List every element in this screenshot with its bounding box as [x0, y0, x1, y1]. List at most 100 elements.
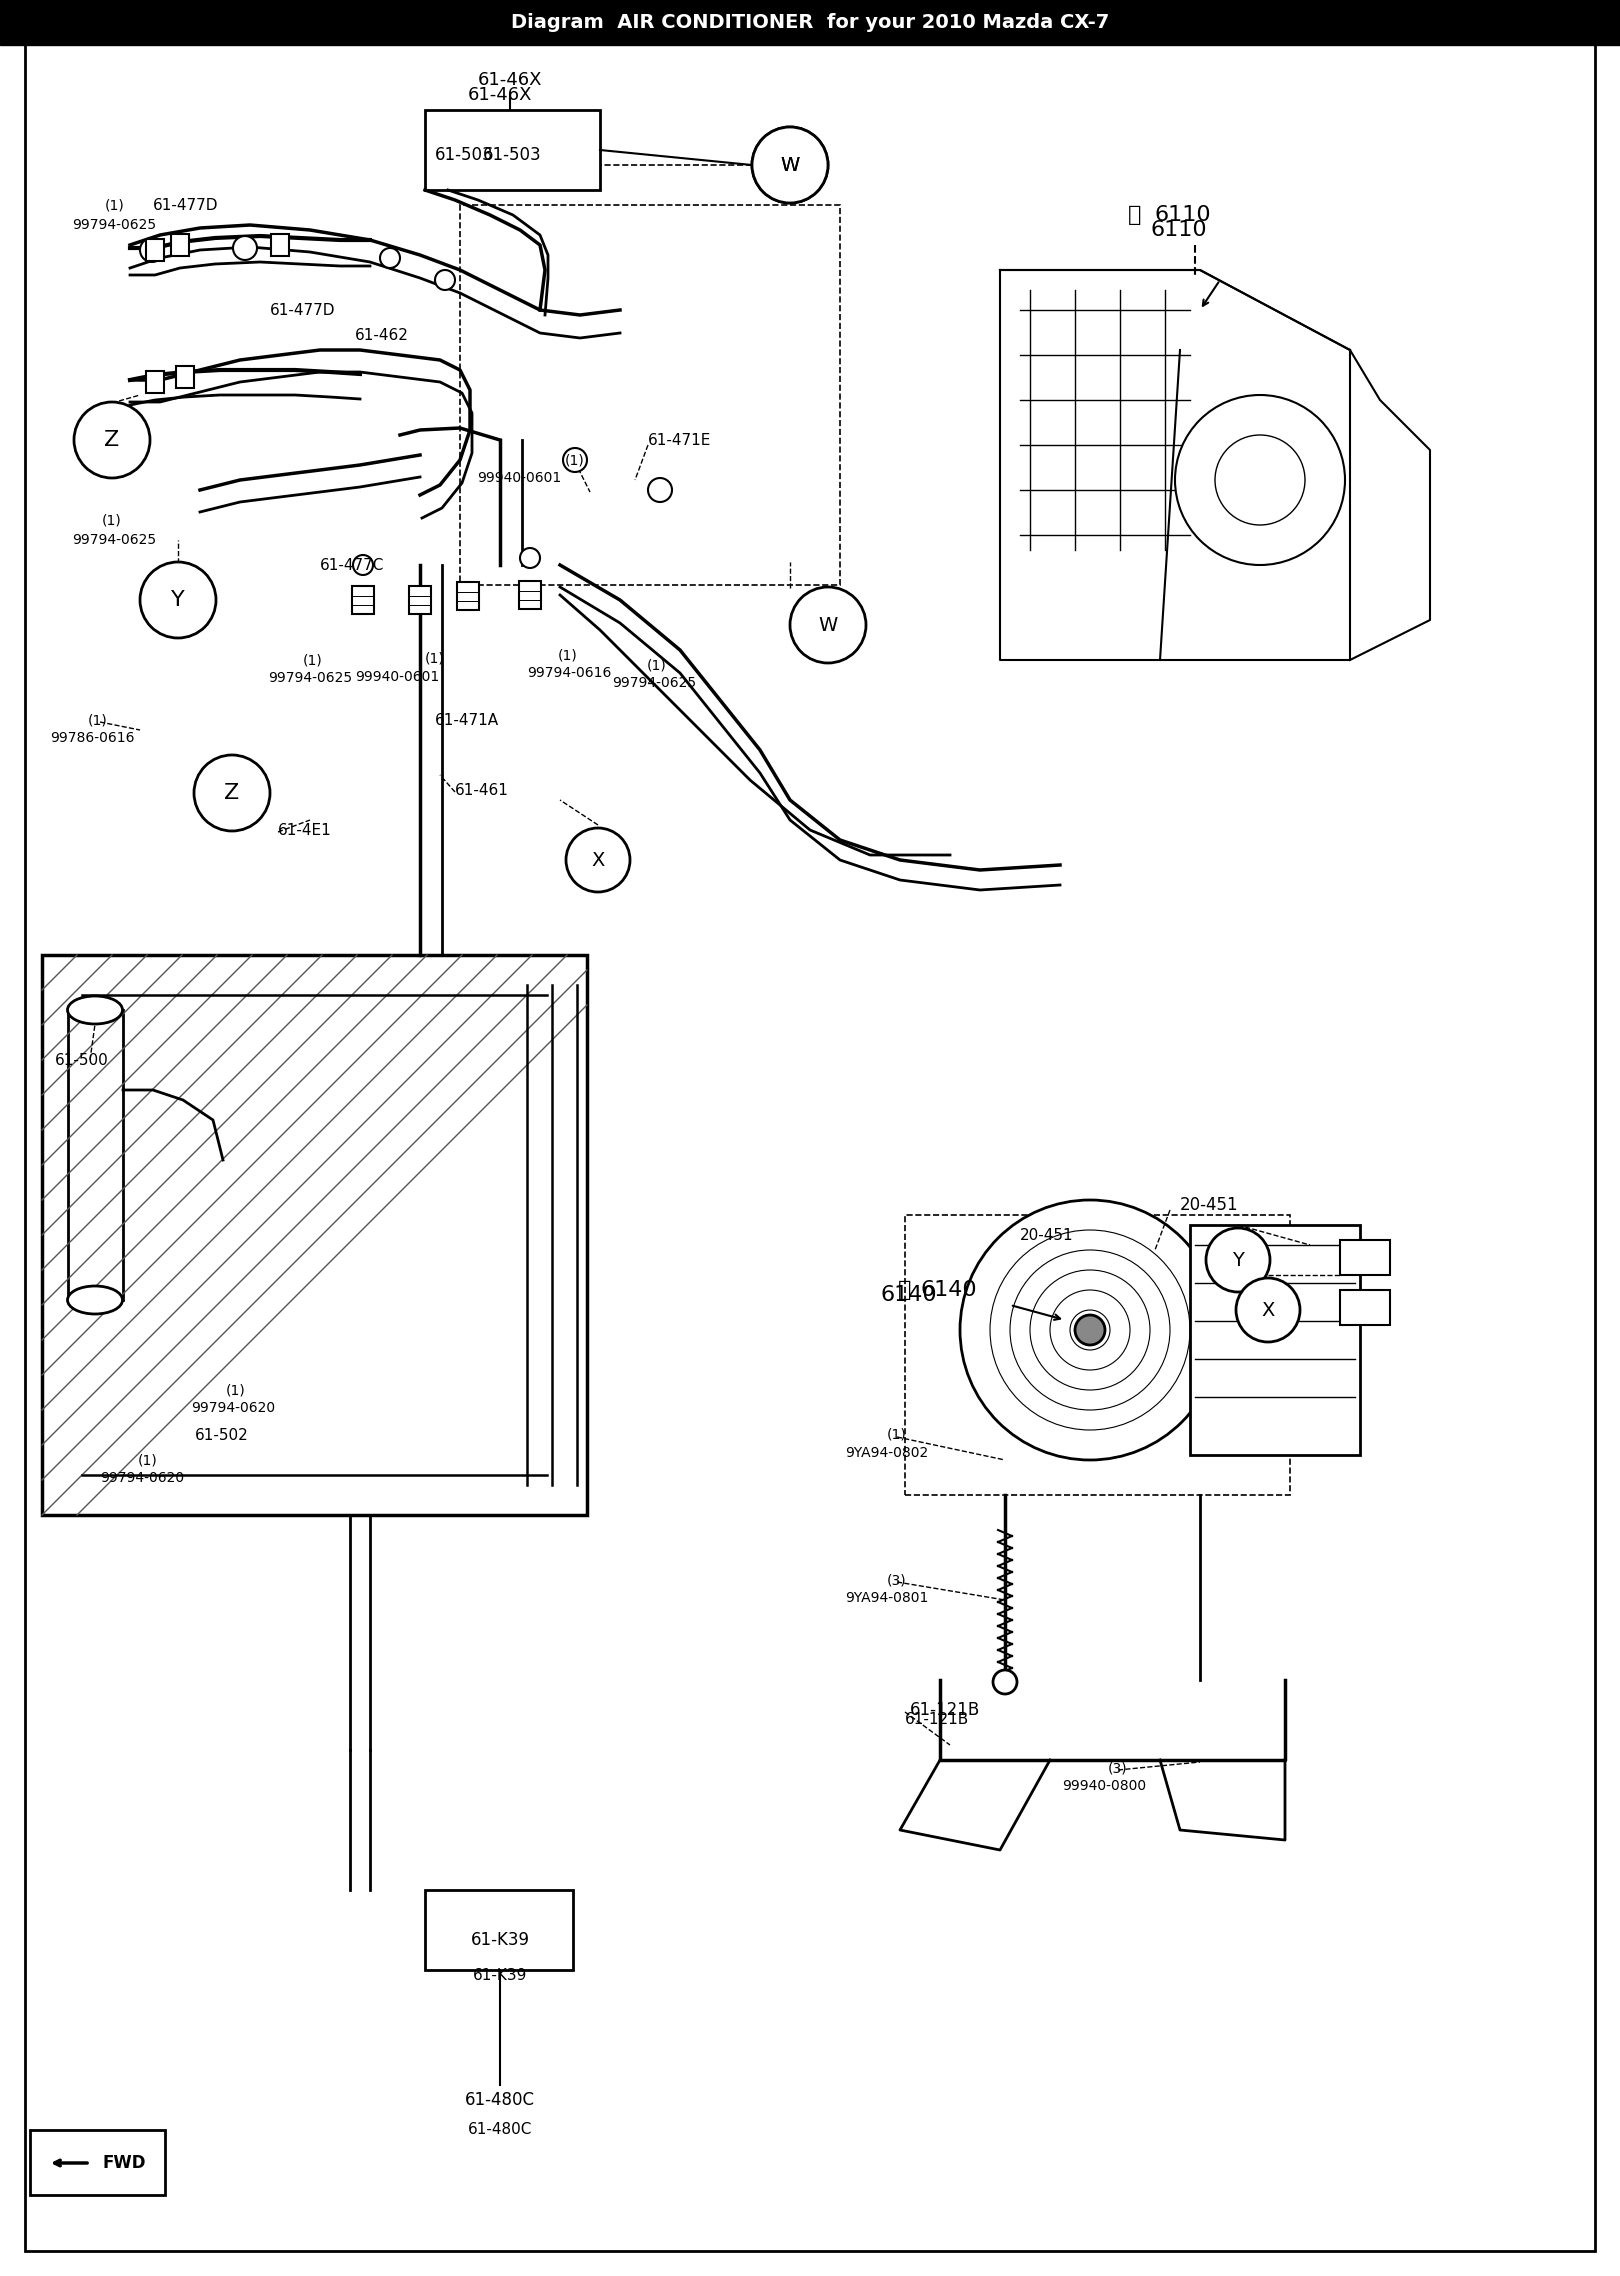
Text: 99940-0800: 99940-0800 — [1063, 1780, 1145, 1793]
Bar — [271, 234, 288, 255]
Text: Z: Z — [225, 783, 240, 803]
Text: ⎙: ⎙ — [899, 1279, 912, 1300]
Bar — [352, 585, 374, 615]
Text: W: W — [818, 615, 838, 635]
Text: 9YA94-0802: 9YA94-0802 — [846, 1445, 928, 1459]
Circle shape — [139, 239, 164, 262]
Bar — [1340, 1240, 1390, 1275]
Text: 9YA94-0801: 9YA94-0801 — [846, 1591, 928, 1605]
Circle shape — [752, 127, 828, 203]
Text: 20-451: 20-451 — [1179, 1195, 1239, 1213]
Circle shape — [1205, 1229, 1270, 1293]
Text: W: W — [781, 155, 800, 175]
Text: 61-461: 61-461 — [455, 783, 509, 797]
Text: 6140: 6140 — [920, 1279, 977, 1300]
Circle shape — [139, 562, 215, 637]
Circle shape — [353, 555, 373, 576]
Text: 61-K39: 61-K39 — [470, 1930, 530, 1948]
Bar — [146, 371, 164, 394]
Ellipse shape — [68, 1286, 123, 1313]
Text: 99794-0620: 99794-0620 — [100, 1470, 185, 1484]
Text: (1): (1) — [888, 1427, 907, 1443]
Circle shape — [752, 127, 828, 203]
Text: X: X — [591, 851, 604, 869]
Bar — [408, 585, 431, 615]
Bar — [457, 583, 480, 610]
Text: (1): (1) — [646, 658, 667, 671]
Text: 61-480C: 61-480C — [465, 2092, 535, 2110]
Text: (1): (1) — [102, 512, 122, 528]
Text: (1): (1) — [105, 198, 125, 212]
Circle shape — [791, 587, 867, 662]
Text: Diagram  AIR CONDITIONER  for your 2010 Mazda CX-7: Diagram AIR CONDITIONER for your 2010 Ma… — [510, 11, 1110, 32]
Text: 61-477D: 61-477D — [152, 198, 219, 212]
Text: ⎙: ⎙ — [1128, 205, 1142, 225]
Bar — [146, 239, 164, 262]
Text: Z: Z — [104, 430, 120, 451]
Bar — [177, 366, 194, 387]
Ellipse shape — [1215, 435, 1306, 526]
Text: 61-K39: 61-K39 — [473, 1966, 526, 1982]
Bar — [518, 580, 541, 610]
Circle shape — [961, 1199, 1220, 1459]
Text: 61-503: 61-503 — [436, 146, 494, 164]
Bar — [1340, 1290, 1390, 1325]
Text: 6110: 6110 — [1155, 205, 1212, 225]
Text: FWD: FWD — [102, 2153, 146, 2171]
Text: (1): (1) — [227, 1384, 246, 1397]
Circle shape — [1236, 1279, 1299, 1343]
Text: 20-451: 20-451 — [1021, 1227, 1074, 1243]
Text: (1): (1) — [424, 651, 446, 665]
Bar — [0, 0, 1620, 46]
Circle shape — [436, 271, 455, 289]
Bar — [424, 109, 599, 189]
Text: X: X — [1262, 1300, 1275, 1320]
Bar — [906, 1215, 1290, 1495]
Circle shape — [564, 448, 586, 471]
Circle shape — [381, 248, 400, 269]
Text: (1): (1) — [303, 653, 322, 667]
Bar — [42, 956, 586, 1516]
Circle shape — [194, 756, 271, 831]
Text: 6110: 6110 — [1150, 221, 1207, 239]
Text: 61-471E: 61-471E — [648, 432, 711, 448]
Circle shape — [1076, 1316, 1105, 1345]
Ellipse shape — [68, 997, 123, 1024]
Text: (1): (1) — [138, 1452, 157, 1468]
Ellipse shape — [1174, 396, 1345, 564]
Circle shape — [993, 1671, 1017, 1693]
Text: 61-121B: 61-121B — [906, 1712, 969, 1727]
Text: 6140: 6140 — [880, 1286, 936, 1304]
Text: 99794-0625: 99794-0625 — [71, 218, 156, 232]
Bar — [172, 234, 190, 255]
Text: 99794-0625: 99794-0625 — [612, 676, 697, 690]
Text: 99794-0625: 99794-0625 — [267, 671, 352, 685]
Circle shape — [520, 549, 539, 569]
Text: 61-477C: 61-477C — [321, 558, 384, 574]
Text: Y: Y — [1233, 1250, 1244, 1270]
Text: (1): (1) — [559, 649, 578, 662]
Text: (3): (3) — [888, 1573, 907, 1586]
Text: 61-477D: 61-477D — [271, 303, 335, 316]
Text: 61-121B: 61-121B — [910, 1700, 980, 1718]
Bar — [68, 1011, 123, 1300]
Text: W: W — [781, 155, 800, 175]
Text: 61-480C: 61-480C — [468, 2124, 533, 2137]
Text: 99794-0625: 99794-0625 — [71, 533, 156, 546]
Text: 99794-0616: 99794-0616 — [526, 667, 611, 681]
Circle shape — [648, 478, 672, 503]
Bar — [424, 1889, 573, 1971]
Circle shape — [75, 403, 151, 478]
Text: (1): (1) — [87, 712, 109, 726]
Text: 99940-0601: 99940-0601 — [355, 669, 439, 685]
Text: 61-4E1: 61-4E1 — [279, 822, 332, 838]
Text: 61-462: 61-462 — [355, 328, 408, 341]
Bar — [460, 205, 841, 585]
Text: 99940-0601: 99940-0601 — [476, 471, 561, 485]
Text: 61-46X: 61-46X — [468, 86, 533, 105]
Text: Y: Y — [172, 589, 185, 610]
Circle shape — [565, 828, 630, 892]
Text: 61-46X: 61-46X — [478, 71, 543, 89]
Bar — [31, 2130, 165, 2194]
Text: 99786-0616: 99786-0616 — [50, 731, 134, 744]
